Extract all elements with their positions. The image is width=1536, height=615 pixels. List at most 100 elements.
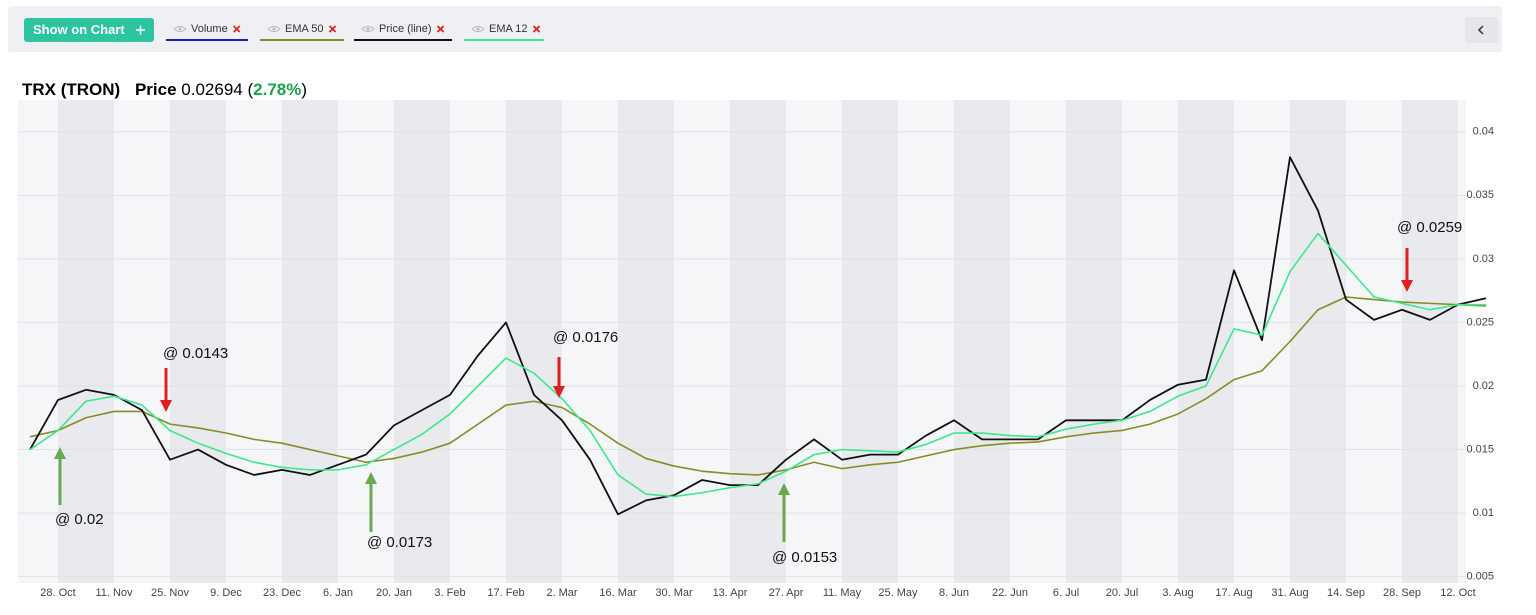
remove-icon: [328, 25, 337, 33]
band: [506, 100, 562, 583]
toolbar: [8, 6, 1502, 52]
price-change: 2.78%: [253, 80, 301, 99]
y-tick-label: 0.025: [1466, 316, 1494, 328]
band: [1290, 100, 1346, 583]
x-tick-label: 14. Sep: [1327, 587, 1365, 599]
x-tick-label: 25. May: [878, 587, 918, 599]
annotation-label: @ 0.0153: [772, 549, 837, 566]
y-tick-label: 0.04: [1473, 126, 1494, 138]
x-tick-label: 6. Jan: [323, 587, 353, 599]
annotation-label: @ 0.0259: [1397, 219, 1462, 236]
band: [954, 100, 1010, 583]
legend-label: EMA 12: [489, 23, 528, 35]
x-tick-label: 11. Nov: [95, 587, 133, 599]
annotation-arrow-head: [365, 472, 377, 484]
series-line: [29, 232, 1486, 498]
remove-icon: [233, 25, 241, 33]
collapse-bg: [1465, 17, 1498, 43]
x-tick-label: 31. Aug: [1271, 587, 1308, 599]
x-tick-label: 27. Apr: [769, 587, 804, 599]
x-tick-label: 11. May: [823, 587, 862, 599]
band: [282, 100, 338, 583]
legend: Volume EMA 50 Price (line) EMA 12: [166, 23, 544, 41]
x-tick-label: 25. Nov: [151, 587, 189, 599]
show-on-chart-button[interactable]: Show on Chart: [24, 18, 154, 42]
eye-pupil: [272, 27, 276, 31]
eye-pupil: [178, 27, 182, 31]
legend-label: Volume: [191, 23, 228, 35]
x-tick-label: 8. Jun: [939, 587, 969, 599]
annotation-label: @ 0.0173: [367, 534, 432, 551]
x-tick-label: 16. Mar: [599, 587, 637, 599]
legend-label: Price (line): [379, 23, 432, 35]
x-tick-label: 20. Jan: [376, 587, 412, 599]
band: [1066, 100, 1122, 583]
x-tick-label: 6. Jul: [1053, 587, 1079, 599]
x-tick-label: 30. Mar: [655, 587, 693, 599]
band: [730, 100, 786, 583]
paren-open: (: [247, 80, 253, 99]
annotation-label: @ 0.02: [55, 511, 104, 528]
annotation-arrow-head: [778, 483, 790, 495]
price-value: 0.02694: [181, 80, 242, 99]
x-tick-label: 28. Sep: [1383, 587, 1421, 599]
annotation-arrow-head: [553, 386, 565, 398]
x-tick-label: 17. Feb: [487, 587, 524, 599]
series-line: [29, 296, 1487, 476]
band: [1402, 100, 1458, 583]
plus-icon: [136, 25, 145, 35]
eye-pupil: [366, 27, 370, 31]
y-tick-label: 0.005: [1466, 571, 1494, 583]
annotation-arrow-head: [54, 447, 66, 459]
chevron-icon: [1477, 25, 1484, 35]
x-tick-label: 2. Mar: [546, 587, 578, 599]
legend-label: EMA 50: [285, 23, 324, 35]
plot: 0.005 0.01 0.015 0.02 0.025 0.03 0.035 0.04 28. …: [18, 100, 1494, 599]
x-tick-label: 12. Oct: [1440, 587, 1475, 599]
y-tick-label: 0.01: [1473, 507, 1494, 519]
y-tick-label: 0.035: [1466, 189, 1494, 201]
annotation-arrow-head: [1401, 280, 1413, 292]
eye-icon: [173, 26, 187, 32]
legend-item[interactable]: EMA 50: [260, 23, 344, 41]
button-bg: [24, 18, 154, 42]
collapse-button[interactable]: [1465, 17, 1498, 43]
x-tick-label: 22. Jun: [992, 587, 1028, 599]
band: [842, 100, 898, 583]
annotation-label: @ 0.0176: [553, 329, 618, 346]
price-label: Price: [135, 80, 177, 99]
x-tick-label: 13. Apr: [713, 587, 748, 599]
remove-icon: [436, 25, 445, 33]
x-tick-label: 17. Aug: [1215, 587, 1252, 599]
chart-header: TRX (TRON) Price 0.02694 (2.78%): [22, 80, 307, 99]
legend-item[interactable]: Volume: [166, 23, 248, 41]
x-tick-label: 3. Aug: [1162, 587, 1193, 599]
x-tick-label: 23. Dec: [263, 587, 301, 599]
series-line: [29, 156, 1487, 516]
paren-close: ): [301, 80, 307, 99]
symbol: TRX (TRON): [22, 80, 120, 99]
x-tick-label: 9. Dec: [210, 587, 242, 599]
y-tick-label: 0.015: [1466, 443, 1494, 455]
eye-icon: [361, 26, 375, 32]
annotation-label: @ 0.0143: [163, 345, 228, 362]
eye-icon: [471, 26, 485, 32]
remove-icon: [532, 25, 541, 33]
x-tick-label: 28. Oct: [40, 587, 75, 599]
band: [394, 100, 450, 583]
annotation-arrow-head: [160, 400, 172, 412]
y-tick-label: 0.03: [1473, 253, 1494, 265]
eye-pupil: [476, 27, 480, 31]
legend-item[interactable]: Price (line): [354, 23, 452, 41]
eye-icon: [267, 26, 281, 32]
band: [618, 100, 674, 583]
button-label: Show on Chart: [33, 22, 125, 37]
x-tick-label: 20. Jul: [1106, 587, 1138, 599]
band: [58, 100, 114, 583]
band: [1178, 100, 1234, 583]
band: [170, 100, 226, 583]
y-tick-label: 0.02: [1473, 380, 1494, 392]
legend-item[interactable]: EMA 12: [464, 23, 544, 41]
x-tick-label: 3. Feb: [434, 587, 465, 599]
